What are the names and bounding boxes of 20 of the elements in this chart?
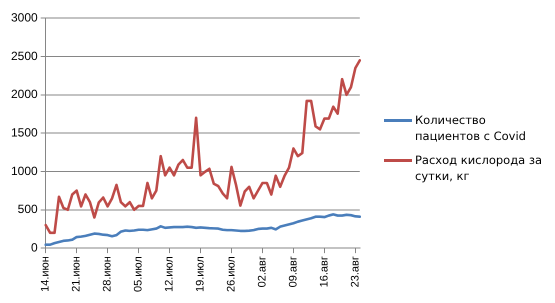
- legend-label: Количество пациентов с Covid: [415, 112, 527, 144]
- y-tick-label: 0: [31, 240, 38, 254]
- y-tick-label: 1500: [10, 125, 38, 140]
- x-tick-label: 12.июл: [164, 256, 176, 292]
- x-tick-label: 02.авг: [256, 256, 269, 288]
- y-tick-label: 500: [18, 202, 38, 216]
- x-tick-label: 26.июл: [226, 256, 238, 292]
- x-tick-label: 16.авг: [318, 256, 330, 288]
- x-tick-label: 23.авг: [349, 256, 362, 288]
- x-tick-label: 28.июн: [102, 256, 114, 292]
- x-tick-label: 05.июл: [132, 256, 145, 292]
- x-tick-label: 21.июн: [70, 256, 83, 292]
- y-tick-label: 2000: [10, 87, 38, 102]
- y-tick-label: 1000: [10, 164, 38, 178]
- legend-label: Расход кислорода за сутки, кг: [415, 152, 544, 184]
- x-tick-label: 09.авг: [287, 256, 300, 288]
- x-tick-label: 19.июл: [194, 256, 207, 292]
- y-tick-label: 2500: [10, 48, 38, 63]
- x-tick-label: 14.июн: [40, 256, 52, 292]
- y-tick-label: 3000: [10, 10, 38, 25]
